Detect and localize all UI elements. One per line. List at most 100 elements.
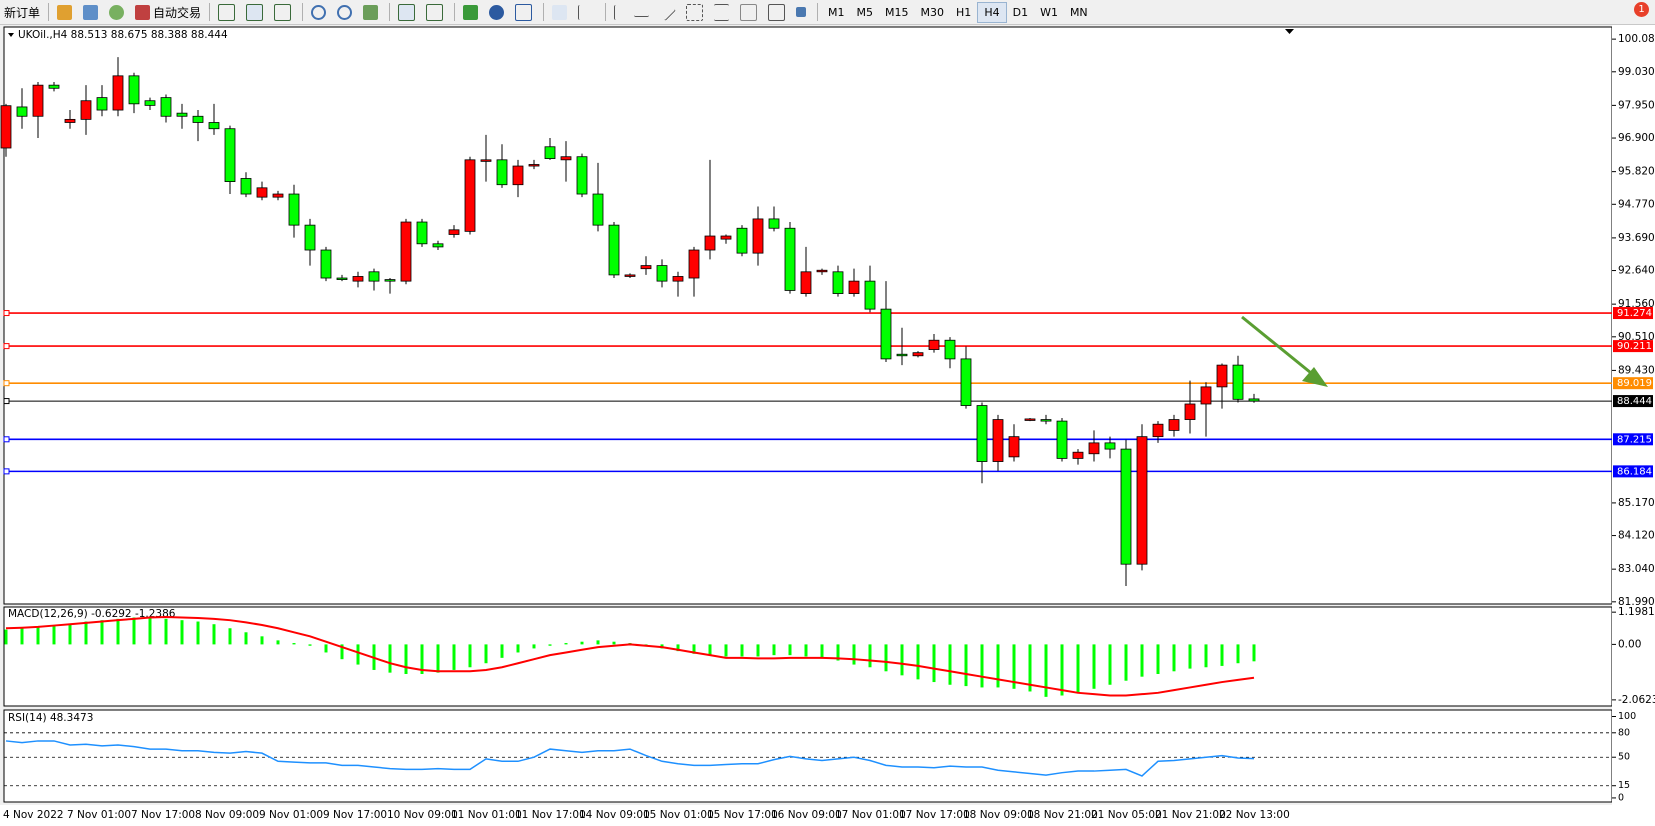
candle-body bbox=[112, 75, 124, 111]
timeframe-button[interactable]: M1 bbox=[828, 5, 845, 19]
candle-body bbox=[1232, 364, 1244, 400]
candle-body bbox=[128, 75, 140, 105]
timeframe-button[interactable]: M30 bbox=[920, 5, 945, 19]
candle-body bbox=[336, 277, 348, 280]
x-tick-label: 4 Nov 2022 bbox=[3, 809, 64, 821]
candle-body bbox=[464, 159, 476, 232]
tool-icon[interactable] bbox=[53, 2, 79, 23]
candle-body bbox=[192, 115, 204, 123]
macd-bar bbox=[388, 644, 392, 673]
macd-bar bbox=[1028, 644, 1032, 692]
candle-body bbox=[640, 265, 652, 270]
timeframe-button[interactable]: D1 bbox=[1012, 5, 1029, 19]
tool-icon[interactable] bbox=[242, 2, 270, 23]
macd-bar bbox=[84, 621, 88, 645]
arrows-tool[interactable] bbox=[792, 2, 813, 23]
candle-body bbox=[320, 249, 332, 279]
zoom-out[interactable] bbox=[333, 2, 359, 23]
timeframe-button[interactable]: M5 bbox=[856, 5, 874, 19]
y-tick-label: 95.820 bbox=[1618, 166, 1655, 178]
timeframe-button[interactable]: H4 bbox=[977, 1, 1007, 23]
tool-icon[interactable] bbox=[214, 2, 242, 23]
tool-icon[interactable] bbox=[105, 2, 131, 23]
candle-body bbox=[704, 235, 716, 251]
new-order-button[interactable]: 新订单 bbox=[0, 2, 44, 23]
label-tool[interactable] bbox=[764, 2, 792, 23]
tile[interactable] bbox=[359, 2, 385, 23]
hline-tool[interactable] bbox=[630, 2, 656, 23]
icon bbox=[135, 4, 151, 20]
icon bbox=[659, 3, 677, 21]
trendline-tool[interactable] bbox=[656, 2, 682, 23]
candle-body bbox=[560, 156, 572, 161]
zoom-in[interactable] bbox=[307, 2, 333, 23]
fibo-tool[interactable] bbox=[710, 2, 736, 23]
macd-bar bbox=[1012, 644, 1016, 689]
candle-body bbox=[720, 235, 732, 240]
timeframe-button[interactable]: H1 bbox=[956, 5, 972, 19]
y-tick-label: 92.640 bbox=[1618, 265, 1655, 277]
icon bbox=[686, 3, 704, 21]
cursor-tool[interactable] bbox=[548, 2, 574, 23]
templates[interactable] bbox=[511, 2, 539, 23]
y-tick-label: 84.120 bbox=[1618, 530, 1655, 542]
tool-icon[interactable] bbox=[422, 2, 450, 23]
notification-badge[interactable]: 1 bbox=[1634, 2, 1649, 17]
icon bbox=[489, 4, 505, 20]
timeframe-button[interactable]: MN bbox=[1069, 5, 1088, 19]
crosshair-tool[interactable] bbox=[574, 2, 601, 23]
main-panel bbox=[3, 26, 1613, 605]
level-label: 89.019 bbox=[1617, 378, 1652, 389]
x-tick-label: 16 Nov 09:00 bbox=[771, 809, 842, 821]
macd-bar bbox=[996, 644, 1000, 688]
y-tick-label: 96.900 bbox=[1618, 132, 1655, 144]
candle-body bbox=[1104, 442, 1116, 450]
candle-body bbox=[624, 274, 636, 277]
tool-icon[interactable] bbox=[79, 2, 105, 23]
candle-body bbox=[896, 353, 908, 357]
separator bbox=[302, 3, 304, 21]
macd-bar bbox=[500, 644, 504, 658]
timeframe-button[interactable]: W1 bbox=[1040, 5, 1058, 19]
macd-bar bbox=[340, 644, 344, 660]
y-tick-label: 100.080 bbox=[1618, 33, 1655, 45]
macd-bar bbox=[308, 644, 312, 646]
level-anchor bbox=[3, 343, 10, 350]
x-tick-label: 11 Nov 01:00 bbox=[451, 809, 522, 821]
candle-body bbox=[0, 105, 12, 149]
macd-bar bbox=[148, 617, 152, 645]
icon bbox=[426, 3, 444, 21]
candle-body bbox=[544, 146, 556, 159]
separator bbox=[454, 3, 456, 21]
rsi-title: RSI(14) 48.3473 bbox=[8, 712, 93, 724]
candle-body bbox=[512, 165, 524, 186]
macd-bar bbox=[1140, 644, 1144, 677]
macd-bar bbox=[68, 624, 72, 645]
periods[interactable] bbox=[485, 2, 511, 23]
macd-bar bbox=[196, 621, 200, 645]
auto-trading-button[interactable]: 自动交易 bbox=[131, 2, 205, 23]
annotation-arrow bbox=[1241, 315, 1328, 387]
timeframe-button[interactable]: M15 bbox=[885, 5, 909, 19]
vline-tool[interactable] bbox=[610, 2, 630, 23]
x-tick-label: 18 Nov 09:00 bbox=[963, 809, 1034, 821]
new-order-label: 新订单 bbox=[4, 5, 41, 20]
channel-tool[interactable] bbox=[682, 2, 710, 23]
x-tick-label: 21 Nov 05:00 bbox=[1091, 809, 1162, 821]
indicators[interactable] bbox=[459, 2, 485, 23]
icon bbox=[109, 4, 125, 20]
candle-body bbox=[96, 97, 108, 111]
macd-bar bbox=[852, 644, 856, 665]
macd-bar bbox=[1236, 644, 1240, 664]
candle-body bbox=[976, 405, 988, 462]
x-tick-label: 15 Nov 17:00 bbox=[707, 809, 778, 821]
candle-body bbox=[1168, 419, 1180, 431]
macd-bar bbox=[740, 644, 744, 657]
text-tool[interactable] bbox=[736, 2, 764, 23]
x-tick-label: 8 Nov 09:00 bbox=[195, 809, 259, 821]
tool-icon[interactable] bbox=[270, 2, 298, 23]
macd-panel bbox=[3, 606, 1613, 707]
tool-icon[interactable] bbox=[394, 2, 422, 23]
candle-body bbox=[304, 224, 316, 251]
